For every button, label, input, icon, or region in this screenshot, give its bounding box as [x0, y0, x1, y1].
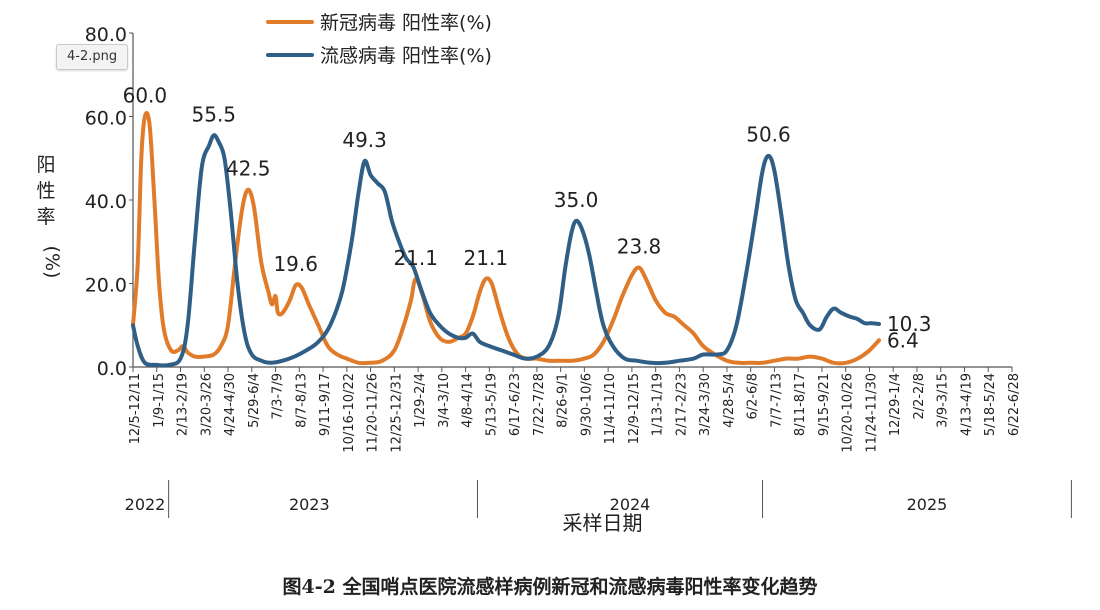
y-axis-label-char: 阳 [36, 154, 55, 176]
series-line-flu [131, 133, 881, 368]
x-axis-label: 采样日期 [563, 511, 643, 535]
data-label: 6.4 [887, 328, 919, 352]
figure-caption: 图4-2 全国哨点医院流感样病例新冠和流感病毒阳性率变化趋势 [282, 576, 818, 598]
x-tick-label: 8/7-8/13 [294, 373, 309, 428]
year-label: 2024 [610, 495, 651, 514]
x-tick-label: 7/3-7/9 [271, 373, 286, 420]
x-tick-label: 10/20-10/26 [841, 373, 856, 453]
data-label: 21.1 [464, 246, 509, 270]
data-label: 60.0 [123, 84, 168, 108]
data-label: 49.3 [342, 128, 387, 152]
y-tick-label: 20.0 [85, 275, 127, 297]
year-label: 2025 [907, 495, 948, 514]
x-tick-label: 11/20-11/26 [366, 373, 381, 453]
x-tick-label: 11/24-11/30 [864, 373, 879, 453]
x-tick-label: 6/22-6/28 [1007, 373, 1022, 436]
x-tick-label: 3/24-3/30 [698, 373, 713, 436]
x-tick-label: 4/13-4/19 [959, 373, 974, 436]
y-axis-label-char: 性 [36, 180, 55, 202]
y-axis-label-char: 率 [36, 206, 55, 228]
data-label: 35.0 [554, 188, 599, 212]
x-tick-label: 7/7-7/13 [769, 373, 784, 428]
x-tick-label: 2/2-2/8 [912, 373, 927, 420]
y-tick-label: 40.0 [85, 191, 127, 213]
x-tick-label: 2/13-2/19 [176, 373, 191, 436]
x-tick-label: 1/9-1/15 [152, 373, 167, 428]
x-tick-label: 3/9-3/15 [936, 373, 951, 428]
x-tick-label: 6/2-6/8 [746, 373, 761, 420]
x-tick-label: 4/8-4/14 [461, 373, 476, 428]
data-label: 55.5 [192, 102, 237, 126]
legend: 新冠病毒 阳性率(%) 流感病毒 阳性率(%) [266, 12, 492, 67]
data-labels: 60.0 55.5 42.5 19.6 49.3 21.1 21.1 35.0 23.8 50.6… [123, 84, 932, 353]
legend-label: 流感病毒 阳性率(%) [320, 45, 492, 67]
x-tick-label: 5/18-5/24 [983, 373, 998, 436]
x-tick-label: 4/24-4/30 [223, 373, 238, 436]
x-tick-label: 12/9-12/15 [627, 373, 642, 444]
y-tick-label: 80.0 [85, 24, 127, 46]
series-lines [131, 111, 881, 368]
data-label: 42.5 [226, 157, 271, 181]
x-tick-label: 8/11-8/17 [793, 373, 808, 436]
y-tick-label: 0.0 [97, 358, 127, 380]
axes: 0.0 20.0 40.0 60.0 80.0 阳性率 (%) 12/5-12/11 1/9-1… [36, 24, 1072, 535]
x-tick-label: 9/11-9/17 [318, 373, 333, 436]
x-tick-label: 8/26-9/1 [556, 373, 571, 428]
x-tick-label: 1/13-1/19 [651, 373, 666, 436]
x-tick-label: 12/25-12/31 [389, 373, 404, 453]
data-label: 10.3 [887, 312, 932, 336]
x-tick-label: 5/29-6/4 [247, 373, 262, 428]
data-label: 50.6 [746, 123, 791, 147]
x-tick-label: 7/22-7/28 [532, 373, 547, 436]
series-line-covid [131, 111, 881, 366]
x-tick-label: 3/4-3/10 [437, 373, 452, 428]
x-tick-label: 9/30-10/6 [579, 373, 594, 436]
x-tick-label: 9/15-9/21 [817, 373, 832, 436]
y-tick-label: 60.0 [85, 108, 127, 130]
x-tick-label: 11/4-11/10 [603, 373, 618, 444]
x-tick-label: 5/13-5/19 [484, 373, 499, 436]
x-tick-label: 12/5-12/11 [128, 373, 143, 444]
x-tick-label: 1/29-2/4 [413, 373, 428, 428]
x-tick-label: 3/20-3/26 [199, 373, 214, 436]
data-label: 19.6 [273, 252, 318, 276]
year-label: 2023 [289, 495, 330, 514]
x-tick-label: 4/28-5/4 [722, 373, 737, 428]
x-tick-label: 2/17-2/23 [674, 373, 689, 436]
file-name-badge: 4-2.png [56, 44, 129, 70]
data-label: 21.1 [393, 246, 438, 270]
year-label: 2022 [125, 495, 166, 514]
y-axis-label-unit: (%) [41, 246, 63, 279]
data-label: 23.8 [617, 235, 662, 259]
x-tick-label: 10/16-10/22 [342, 373, 357, 453]
x-tick-label: 6/17-6/23 [508, 373, 523, 436]
x-tick-label: 12/29-1/4 [888, 373, 903, 436]
legend-label: 新冠病毒 阳性率(%) [320, 12, 492, 34]
